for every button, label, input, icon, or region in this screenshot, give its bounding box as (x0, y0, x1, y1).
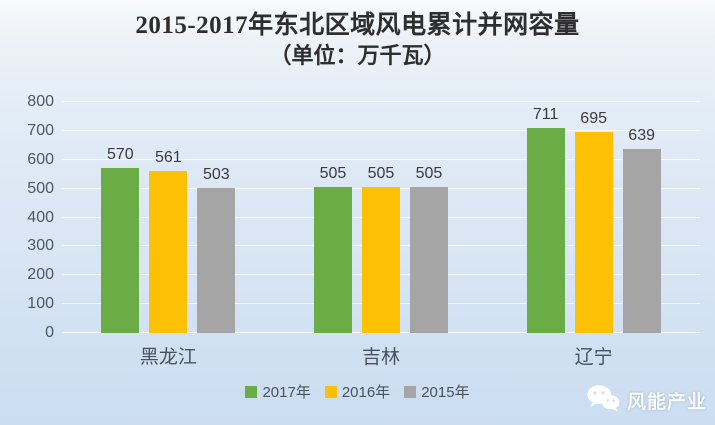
legend: 2017年 2016年 2015年 (0, 381, 715, 402)
bar (197, 187, 236, 333)
bar-with-label: 505 (313, 165, 352, 333)
wechat-icon (586, 384, 620, 417)
y-axis-tick-label: 500 (27, 179, 54, 197)
legend-label: 2015年 (421, 384, 470, 401)
bar (149, 171, 188, 333)
bar-value-label: 639 (628, 126, 655, 144)
bar-value-label: 570 (106, 146, 134, 164)
bar-value-label: 711 (532, 105, 559, 123)
legend-swatch (324, 385, 337, 398)
legend-item: 2015年 (404, 381, 470, 402)
bar (574, 132, 613, 333)
plot-area: 570 561 503 505 505 505 711 695 639 (62, 101, 700, 333)
chart-subtitle: （单位：万千瓦） (269, 43, 446, 68)
legend-label: 2016年 (341, 384, 391, 401)
x-axis: 黑龙江 吉林 辽宁 (62, 342, 700, 369)
y-axis-tick-label: 100 (27, 295, 54, 313)
bar-with-label: 711 (526, 105, 565, 333)
bar-with-label: 505 (361, 165, 400, 333)
bar-group: 711 695 639 (487, 102, 700, 333)
bar-value-label: 561 (154, 149, 182, 167)
bar (526, 127, 565, 333)
x-axis-category-label: 黑龙江 (139, 347, 197, 368)
legend-item: 2017年 (245, 381, 311, 402)
y-axis-tick-label: 200 (27, 266, 54, 284)
gridline (62, 101, 700, 102)
bar (409, 187, 448, 333)
y-axis-tick-label: 700 (27, 121, 54, 139)
bar-with-label: 570 (101, 146, 140, 333)
bar-with-label: 639 (622, 126, 661, 333)
legend-item: 2016年 (324, 381, 391, 402)
chart-title: 2015-2017年东北区域风电累计并网容量 (135, 12, 580, 39)
bar-value-label: 505 (319, 165, 347, 183)
bar-group: 505 505 505 (275, 102, 488, 333)
x-axis-category-label: 辽宁 (574, 347, 613, 368)
gridline (62, 129, 700, 131)
watermark-text: 风能产业 (626, 392, 707, 413)
chart-header: 2015-2017年东北区域风电累计并网容量 （单位：万千瓦） (0, 10, 715, 70)
legend-label: 2017年 (262, 384, 311, 401)
x-axis-category-label: 吉林 (362, 347, 401, 368)
bar-with-label: 695 (574, 110, 613, 333)
bar (101, 168, 140, 333)
bar-value-label: 695 (580, 110, 607, 128)
legend-swatch (404, 385, 417, 398)
y-axis-tick-label: 400 (27, 208, 54, 226)
y-axis-tick-label: 800 (27, 93, 54, 110)
bar (313, 187, 352, 333)
y-axis-tick-label: 300 (27, 237, 54, 255)
bar-value-label: 505 (367, 165, 395, 183)
gridline (62, 158, 700, 160)
legend-swatch (245, 385, 258, 398)
y-axis: 0 100 200 300 400 500 600 700 800 (0, 93, 54, 341)
y-axis-tick-label: 600 (27, 150, 54, 168)
bar (622, 148, 661, 333)
bar-with-label: 503 (197, 165, 236, 333)
bar-value-label: 503 (202, 165, 230, 183)
bar-value-label: 505 (415, 165, 443, 183)
bar-with-label: 505 (409, 165, 448, 333)
bar (361, 187, 400, 333)
watermark: 风能产业 (586, 384, 707, 417)
bar-with-label: 561 (149, 149, 188, 333)
y-axis-tick-label: 0 (45, 324, 54, 341)
bar-group: 570 561 503 (62, 102, 275, 333)
